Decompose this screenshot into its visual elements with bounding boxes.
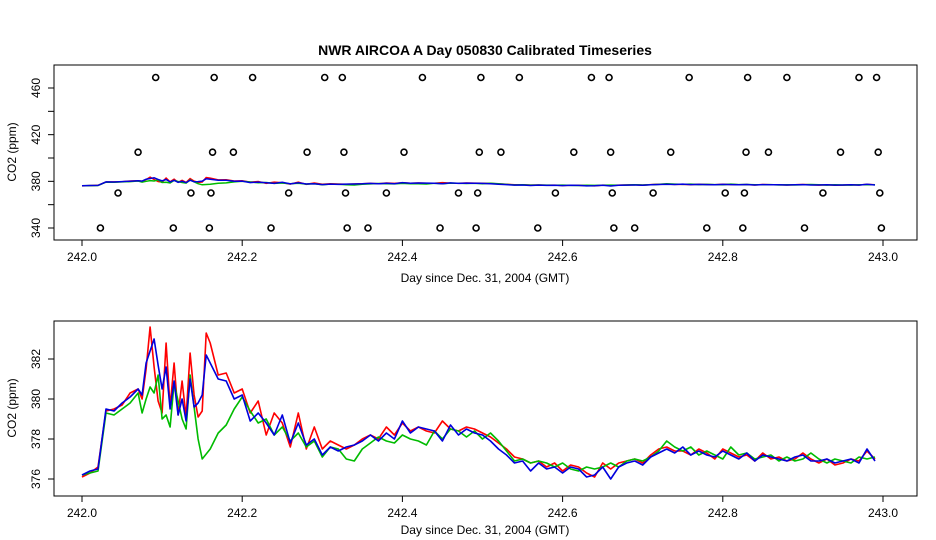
x-tick-label: 242.6 xyxy=(548,506,578,520)
calibration-point xyxy=(284,189,293,197)
top-plot-frame xyxy=(53,64,918,241)
calibration-point xyxy=(96,224,105,232)
y-tick-label: 378 xyxy=(29,429,43,449)
calibration-point xyxy=(151,73,160,82)
bottom-panel: 242.0 242.2 242.4 242.6 242.8 243.0 376 378 380… xyxy=(5,320,918,537)
calibration-point xyxy=(800,224,809,232)
calibration-point xyxy=(515,73,524,82)
chart-title: NWR AIRCOA A Day 050830 Calibrated Times… xyxy=(318,42,652,58)
calibration-point xyxy=(134,148,142,156)
top-panel: 242.0 242.2 242.4 242.6 242.8 243.0 340 380 420… xyxy=(5,64,918,285)
calibration-point xyxy=(207,189,215,197)
calibration-point xyxy=(819,189,827,197)
calibration-point xyxy=(666,148,675,156)
calibration-point xyxy=(740,189,749,197)
calibration-point xyxy=(473,189,482,197)
y-tick-label: 460 xyxy=(29,78,43,98)
calibration-point xyxy=(649,189,657,197)
calibration-point xyxy=(764,148,773,156)
calibration-point xyxy=(364,224,372,232)
calibration-point xyxy=(340,148,348,156)
y-tick-label: 420 xyxy=(29,124,43,144)
calibration-point xyxy=(739,224,747,232)
calibration-point xyxy=(630,224,639,232)
calibration-point xyxy=(338,73,347,82)
bottom-x-axis: 242.0 242.2 242.4 242.6 242.8 243.0 xyxy=(67,495,898,520)
calibration-point xyxy=(608,189,617,197)
calibration-point xyxy=(210,73,218,82)
x-tick-label: 242.0 xyxy=(67,506,97,520)
top-x-axis: 242.0 242.2 242.4 242.6 242.8 243.0 xyxy=(67,239,898,264)
bottom-series-lines xyxy=(81,326,876,480)
calibration-point xyxy=(606,148,615,156)
calibration-point xyxy=(605,73,613,82)
top-x-axis-label: Day since Dec. 31, 2004 (GMT) xyxy=(401,271,570,285)
calibration-point xyxy=(341,189,350,197)
bottom-y-axis-label: CO2 (ppm) xyxy=(5,378,19,437)
calibration-point xyxy=(320,73,329,82)
calibration-point xyxy=(477,73,485,82)
calibration-point xyxy=(721,189,730,197)
calibration-point xyxy=(187,189,195,197)
calibration-point xyxy=(783,73,791,82)
series-line-blue xyxy=(81,338,876,480)
calibration-point xyxy=(229,148,238,156)
top-calibration-points xyxy=(96,73,886,232)
calibration-point xyxy=(208,148,217,156)
calibration-point xyxy=(472,224,480,232)
calibration-point xyxy=(551,189,560,197)
calibration-point xyxy=(533,224,542,232)
y-tick-label: 382 xyxy=(29,349,43,369)
x-tick-label: 242.2 xyxy=(227,506,257,520)
calibration-point xyxy=(169,224,178,232)
calibration-point xyxy=(875,189,884,197)
calibration-point xyxy=(743,73,752,82)
calibration-point xyxy=(382,189,391,197)
calibration-point xyxy=(114,189,122,197)
top-y-axis: 340 380 420 460 xyxy=(29,78,54,238)
calibration-point xyxy=(702,224,711,232)
x-tick-label: 242.0 xyxy=(67,250,97,264)
calibration-point xyxy=(855,73,863,82)
x-tick-label: 243.0 xyxy=(868,250,898,264)
series-line-blue xyxy=(81,177,876,187)
calibration-point xyxy=(874,148,882,156)
x-tick-label: 242.8 xyxy=(708,506,738,520)
calibration-point xyxy=(872,73,881,82)
calibration-point xyxy=(400,148,408,156)
calibration-point xyxy=(877,224,886,232)
series-line-red xyxy=(81,326,876,478)
y-tick-label: 340 xyxy=(29,218,43,238)
calibration-point xyxy=(454,189,463,197)
calibration-point xyxy=(343,224,351,232)
calibration-point xyxy=(836,148,845,156)
y-tick-label: 380 xyxy=(29,389,43,409)
x-tick-label: 242.8 xyxy=(708,250,738,264)
calibration-point xyxy=(685,73,693,82)
bottom-y-axis: 376 378 380 382 xyxy=(29,349,54,489)
y-tick-label: 376 xyxy=(29,469,43,489)
calibration-point xyxy=(436,224,444,232)
x-tick-label: 242.6 xyxy=(548,250,578,264)
calibration-point xyxy=(418,73,427,82)
calibration-point xyxy=(267,224,275,232)
x-tick-label: 242.4 xyxy=(387,506,417,520)
calibration-point xyxy=(497,148,505,156)
x-tick-label: 242.2 xyxy=(227,250,257,264)
bottom-x-axis-label: Day since Dec. 31, 2004 (GMT) xyxy=(401,523,570,537)
y-tick-label: 380 xyxy=(29,171,43,191)
calibration-point xyxy=(742,148,750,156)
top-y-axis-label: CO2 (ppm) xyxy=(5,122,19,181)
x-tick-label: 242.4 xyxy=(387,250,417,264)
top-series-lines xyxy=(81,176,876,187)
calibration-point xyxy=(570,148,578,156)
calibration-point xyxy=(303,148,311,156)
x-tick-label: 243.0 xyxy=(868,506,898,520)
calibration-point xyxy=(205,224,214,232)
calibration-point xyxy=(610,224,618,232)
calibration-point xyxy=(587,73,596,82)
calibration-point xyxy=(475,148,484,156)
calibration-point xyxy=(248,73,257,82)
